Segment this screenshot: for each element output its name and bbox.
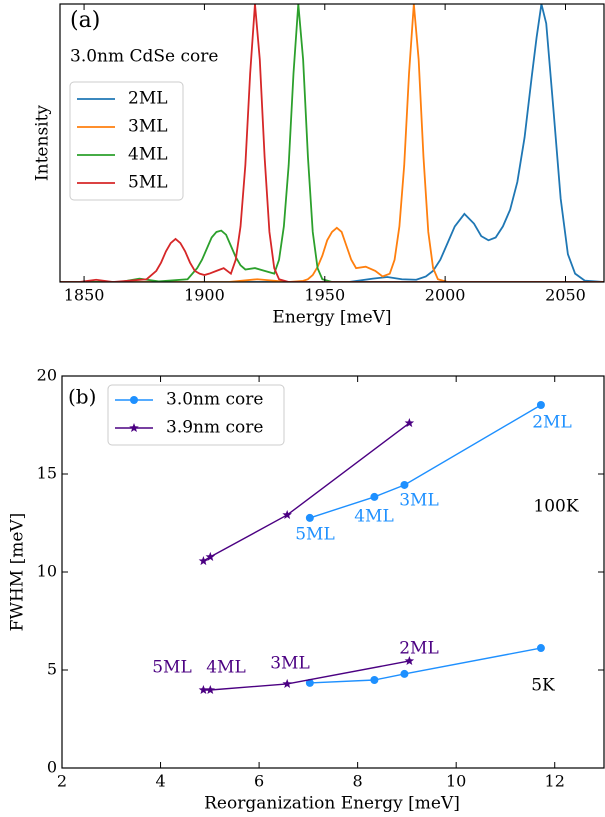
x-tick-label: 2050 (545, 286, 586, 305)
series-line (60, 4, 604, 282)
data-point (370, 675, 379, 684)
data-point (404, 418, 415, 428)
annotation: 2ML (399, 639, 439, 659)
x-tick-label: 10 (446, 772, 466, 791)
series-line (203, 422, 410, 691)
plot-frame (59, 3, 605, 283)
panel-label: (b) (68, 385, 96, 409)
annotation: 4ML (354, 507, 394, 527)
y-axis-label: Intensity (33, 105, 53, 181)
annotation: 3ML (270, 654, 310, 674)
data-point (404, 655, 415, 666)
x-axis-label: Reorganization Energy [meV] (204, 794, 460, 814)
annotation: 2ML (532, 413, 572, 433)
legend-label: 2ML (128, 89, 168, 109)
data-point (205, 684, 216, 695)
series-line (60, 4, 604, 282)
x-tick-label: 2 (57, 772, 67, 791)
annotation: 5K (531, 676, 555, 696)
panel-label: (a) (70, 8, 100, 33)
y-axis-label: FWHM [meV] (8, 513, 28, 632)
annotation: 100K (533, 497, 578, 517)
x-axis-label: Energy [meV] (272, 308, 391, 328)
legend-label: 4ML (128, 145, 168, 165)
data-point (305, 513, 314, 522)
y-tick-label: 10 (37, 562, 57, 581)
annotation: 4ML (206, 658, 246, 678)
data-point (400, 480, 409, 489)
x-tick-label: 12 (545, 772, 565, 791)
y-tick-label: 0 (47, 758, 57, 777)
data-point (305, 678, 314, 687)
data-point (198, 684, 209, 695)
annotation: 3ML (399, 491, 439, 511)
y-tick-label: 15 (37, 464, 57, 483)
x-tick-label: 1900 (184, 286, 225, 305)
legend-marker (129, 423, 139, 433)
legend-label: 3.0nm core (166, 390, 263, 410)
data-point (282, 678, 292, 688)
legend-label: 5ML (128, 173, 168, 193)
annotation: 5ML (295, 525, 335, 545)
legend-label: 3.9nm core (166, 418, 263, 438)
data-point (400, 669, 409, 678)
subtitle: 3.0nm CdSe core (70, 47, 218, 67)
x-tick-label: 6 (254, 772, 264, 791)
data-point (205, 551, 216, 561)
y-tick-label: 5 (47, 660, 57, 679)
plot-area (198, 401, 545, 695)
data-point (536, 644, 545, 653)
data-point (198, 556, 209, 566)
plot-area (60, 4, 604, 282)
legend-frame (69, 81, 184, 201)
x-tick-label: 2000 (425, 286, 466, 305)
x-tick-label: 8 (353, 772, 363, 791)
series-line (309, 404, 542, 684)
legend-marker (130, 396, 138, 404)
x-tick-label: 4 (155, 772, 165, 791)
x-tick-label: 1950 (304, 286, 345, 305)
data-point (370, 492, 379, 501)
y-tick-label: 20 (37, 366, 57, 385)
series-line (60, 4, 604, 282)
data-point (536, 401, 545, 410)
annotation: 5ML (152, 658, 192, 678)
data-point (282, 509, 292, 520)
legend-label: 3ML (128, 117, 168, 137)
series-line (60, 4, 604, 282)
x-tick-label: 1850 (64, 286, 105, 305)
